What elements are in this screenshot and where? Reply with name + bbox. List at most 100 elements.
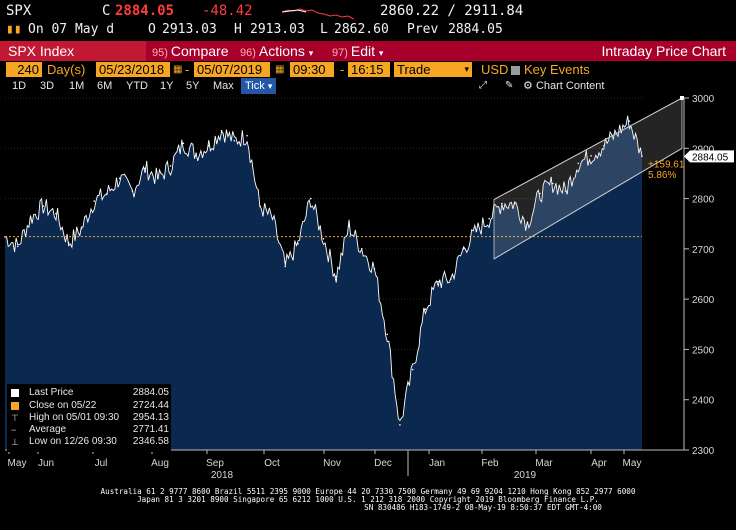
- edit-button[interactable]: 97) Edit ▾: [332, 42, 383, 60]
- updown-icon: ▮▮: [6, 22, 22, 37]
- x-tick-label: Nov: [323, 458, 341, 469]
- high-marker-icon: ⊤: [11, 413, 19, 423]
- key-events-toggle[interactable]: Key Events: [508, 62, 593, 77]
- chart-content-button[interactable]: ⚙ Chart Content: [523, 78, 604, 94]
- tick-dropdown[interactable]: Tick ▾: [241, 78, 277, 94]
- price-point: [106, 192, 108, 195]
- range-button-max[interactable]: Max: [213, 80, 234, 92]
- range-button-3d[interactable]: 3D: [40, 80, 55, 92]
- legend-label: Close on 05/22: [29, 400, 97, 411]
- low-marker-icon: ⊥: [11, 437, 19, 447]
- start-time-input[interactable]: 09:30: [290, 62, 334, 77]
- price-area: [4, 115, 643, 450]
- y-tick-label: 2300: [692, 446, 715, 457]
- year-label: 2019: [514, 470, 537, 481]
- checkbox-icon[interactable]: [511, 66, 520, 75]
- price-point: [80, 227, 83, 230]
- mode-select[interactable]: Trade ▾: [394, 62, 472, 77]
- x-tick-label: Dec: [374, 458, 392, 469]
- compare-button[interactable]: 95) Compare: [152, 42, 229, 60]
- price-point: [195, 152, 197, 155]
- high-value: 2913.03: [250, 22, 305, 37]
- security-field[interactable]: SPX Index: [0, 41, 146, 61]
- calendar-icon[interactable]: ▦: [275, 64, 285, 75]
- currency-label[interactable]: USD: [481, 62, 509, 77]
- x-tick-label: May: [8, 458, 27, 469]
- legend-last-price: Last Price 2884.05: [11, 387, 169, 399]
- actions-label: Actions: [258, 43, 305, 59]
- price-point: [144, 167, 146, 170]
- range-button-1y[interactable]: 1Y: [160, 80, 174, 92]
- channel-handle-icon: [680, 96, 684, 100]
- price-chart[interactable]: 2300 2400 2500 2600 2700 2800 2900 3000 May Jun J…: [0, 94, 736, 486]
- legend-label: Low on 12/26 09:30: [29, 436, 117, 447]
- x-tick-label: Oct: [264, 458, 280, 469]
- x-tick-label: Jul: [95, 458, 108, 469]
- y-tick-label: 2800: [692, 195, 715, 206]
- chart-content-label: Chart Content: [535, 80, 605, 92]
- low-value: 2862.60: [334, 22, 389, 37]
- price-point: [55, 212, 57, 215]
- legend-swatch: [11, 402, 19, 410]
- y-tick-label: 2900: [692, 144, 715, 155]
- days-input[interactable]: 240: [6, 62, 42, 77]
- legend-high: ⊤ High on 05/01 09:30 2954.13: [11, 412, 169, 424]
- actions-button[interactable]: 96) Actions ▾: [240, 42, 313, 60]
- trend-channel[interactable]: [493, 96, 684, 260]
- end-date-input[interactable]: 05/07/2019: [194, 62, 270, 77]
- draw-tool-icon[interactable]: ⤢: [479, 80, 487, 91]
- price-point: [182, 142, 185, 145]
- x-tick-label: Mar: [535, 458, 553, 469]
- legend-low: ⊥ Low on 12/26 09:30 2346.58: [11, 436, 169, 448]
- price-point: [42, 205, 45, 207]
- start-date-input[interactable]: 05/23/2018: [96, 62, 170, 77]
- price-point: [335, 275, 338, 278]
- price-point: [373, 268, 376, 270]
- legend-value: 2884.05: [132, 387, 169, 398]
- price-point: [462, 248, 465, 250]
- price-point: [157, 177, 159, 180]
- legend-swatch: [11, 389, 19, 397]
- calendar-icon[interactable]: ▦: [173, 64, 183, 75]
- tick-label: Tick: [245, 80, 265, 92]
- price-point: [246, 134, 248, 137]
- price-point: [602, 144, 605, 147]
- range-button-5y[interactable]: 5Y: [186, 80, 200, 92]
- range-button-1d[interactable]: 1D: [12, 80, 27, 92]
- footer-line-2: Japan 81 3 3201 8900 Singapore 65 6212 1…: [137, 495, 599, 504]
- x-axis: May Jun Jul Aug Sep Oct Nov Dec Jan Feb Mar Apr May 2…: [5, 449, 684, 481]
- x-tick-label: May: [623, 458, 642, 469]
- y-axis: 2300 2400 2500 2600 2700 2800 2900 3000: [683, 94, 715, 457]
- price-point: [539, 192, 541, 195]
- price-point: [577, 162, 580, 165]
- average-marker-icon: −: [11, 425, 17, 435]
- price-point: [590, 155, 592, 157]
- x-tick-label: Jun: [38, 458, 54, 469]
- chevron-down-icon: ▾: [378, 48, 384, 58]
- price-point: [233, 139, 236, 142]
- price-line: [4, 115, 643, 422]
- time-dash: -: [340, 62, 345, 77]
- range-button-6m[interactable]: 6M: [97, 80, 113, 92]
- price-area-fill: [5, 115, 642, 450]
- range-button-1m[interactable]: 1M: [69, 80, 85, 92]
- price-point: [131, 190, 134, 192]
- open-label: O: [148, 22, 156, 37]
- last-price-tag-label: 2884.05: [692, 152, 729, 163]
- legend-label: High on 05/01 09:30: [29, 412, 120, 423]
- days-label: Day(s): [47, 62, 86, 77]
- page-title: Intraday Price Chart: [601, 43, 727, 59]
- ticker[interactable]: SPX: [6, 3, 32, 19]
- x-tick-label: Apr: [591, 458, 607, 469]
- legend-label: Last Price: [29, 387, 74, 398]
- compare-label: Compare: [170, 43, 229, 59]
- parameter-bar: 240 Day(s) 05/23/2018 ▦ - 05/07/2019 ▦ 0…: [0, 61, 736, 78]
- x-tick-label: Jan: [429, 458, 445, 469]
- price-point: [208, 144, 210, 147]
- range-button-ytd[interactable]: YTD: [126, 80, 148, 92]
- zoom-icon[interactable]: ✎: [505, 80, 514, 91]
- price-point: [284, 265, 287, 268]
- end-time-input[interactable]: 16:15: [348, 62, 390, 77]
- price-point: [475, 230, 478, 233]
- year-label: 2018: [211, 470, 234, 481]
